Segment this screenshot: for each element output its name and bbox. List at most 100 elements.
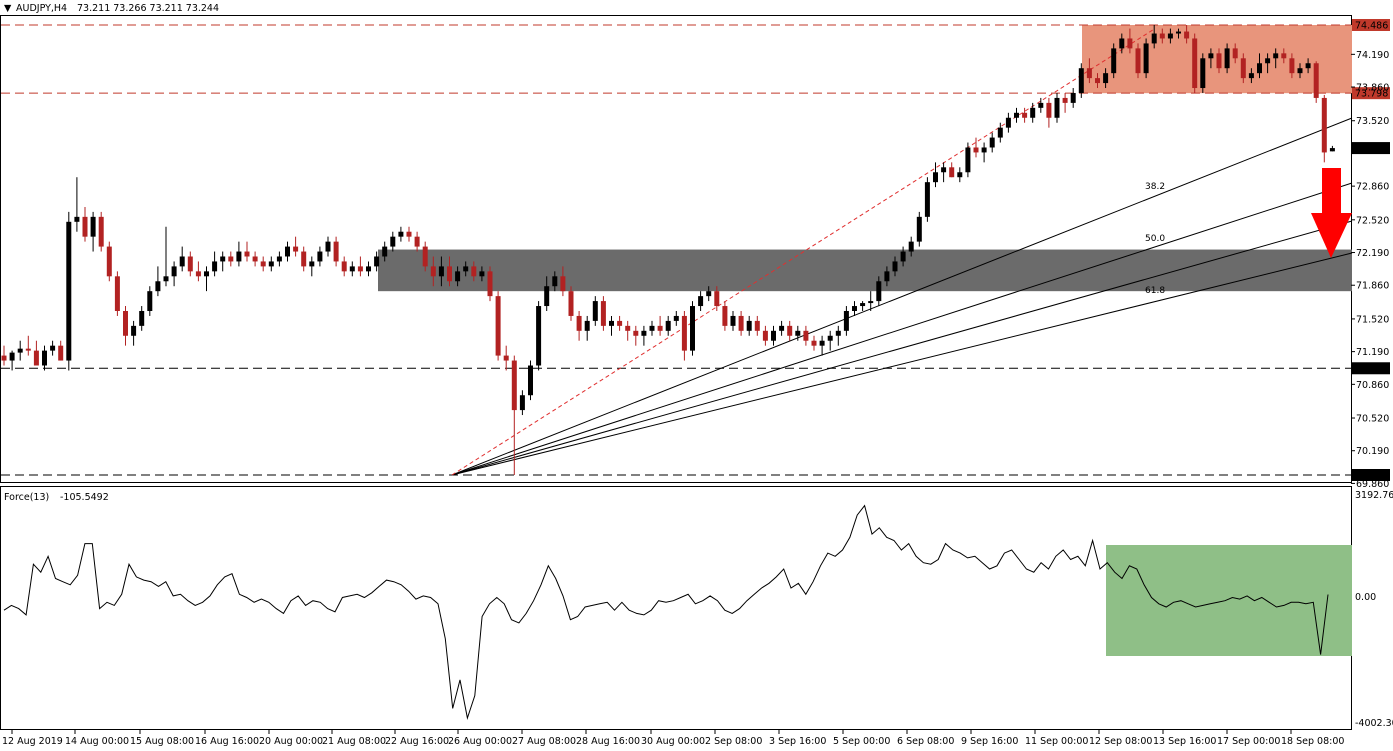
candle — [511, 355, 517, 475]
time-tick-label: 16 Aug 16:00 — [195, 736, 259, 747]
candle — [916, 211, 922, 247]
candle — [933, 162, 938, 188]
candle — [795, 325, 801, 341]
candle — [1038, 97, 1044, 113]
price-axis: 74.190 73.860 73.520 72.860 72.520 72.190 71.8… — [1351, 50, 1389, 490]
candle — [1313, 61, 1319, 103]
candle — [803, 325, 809, 346]
candle — [584, 315, 590, 341]
candle — [106, 241, 112, 282]
candle — [495, 291, 501, 361]
price-tick-label: 73.860 — [1356, 83, 1389, 94]
price-tick-label: 72.860 — [1356, 182, 1389, 193]
price-tick-label: 69.860 — [1356, 479, 1389, 490]
candle — [90, 211, 96, 252]
time-tick-label: 3 Sep 16:00 — [769, 736, 826, 747]
fib-label-382: 38.2 — [1145, 182, 1165, 192]
candle — [1127, 28, 1133, 54]
candle — [1062, 92, 1068, 113]
candle — [1224, 43, 1230, 74]
candle — [1119, 33, 1125, 54]
time-tick-label: 6 Sep 08:00 — [897, 736, 954, 747]
time-tick-label: 28 Aug 16:00 — [576, 736, 640, 747]
candle — [1248, 68, 1254, 84]
candle — [9, 350, 15, 371]
candle — [568, 286, 574, 321]
time-tick-label: 12 Aug 2019 — [2, 736, 63, 747]
candle — [398, 226, 404, 242]
candle — [519, 390, 525, 416]
candle — [382, 241, 388, 262]
candle — [1216, 48, 1222, 74]
candle — [471, 261, 477, 282]
candle — [1159, 28, 1165, 44]
candle — [819, 335, 825, 356]
candle — [641, 325, 647, 346]
candle — [592, 296, 598, 326]
candle — [657, 315, 663, 336]
candle — [1005, 112, 1011, 133]
candle — [609, 315, 614, 336]
force-highlight-zone — [1106, 545, 1352, 656]
candle — [349, 261, 355, 277]
candle — [738, 310, 744, 336]
price-tag-label: 73.244 — [1355, 144, 1388, 155]
price-tag-label: 73.798 — [1355, 89, 1388, 100]
candle — [1192, 33, 1198, 93]
candle — [1184, 25, 1190, 44]
force-line — [3, 504, 1329, 720]
candle — [673, 310, 679, 326]
candle — [1103, 68, 1109, 89]
candle — [762, 325, 768, 346]
candle — [1030, 102, 1036, 123]
force-axis-zero: 0.00 — [1355, 592, 1376, 603]
candle — [163, 226, 169, 287]
candle — [536, 301, 542, 371]
candle — [941, 162, 947, 183]
candle — [1151, 25, 1157, 49]
candle — [1, 345, 7, 366]
candle — [617, 315, 623, 331]
candle — [1086, 58, 1092, 84]
candle — [649, 320, 655, 336]
candle — [503, 345, 509, 371]
candle — [131, 320, 137, 346]
candle — [1289, 53, 1295, 79]
candle — [528, 360, 533, 401]
price-tick-label: 70.520 — [1356, 414, 1389, 425]
candle — [422, 241, 428, 272]
support-zone — [378, 249, 1352, 292]
candle — [1111, 43, 1117, 79]
time-tick-label: 18 Sep 08:00 — [1281, 736, 1344, 747]
candle — [722, 301, 728, 331]
candle — [1022, 107, 1028, 123]
time-tick-label: 20 Aug 00:00 — [259, 736, 323, 747]
candle — [1240, 53, 1246, 84]
price-tick-label: 70.860 — [1356, 380, 1389, 391]
candle — [58, 340, 64, 361]
time-tick-label: 13 Sep 16:00 — [1153, 736, 1216, 747]
price-tag — [1352, 362, 1390, 375]
fan-line — [451, 182, 1353, 476]
candles — [1, 25, 1335, 475]
candle — [1078, 63, 1084, 98]
fan-line — [451, 252, 1353, 476]
candle — [1329, 145, 1335, 152]
candle — [123, 306, 128, 346]
time-tick-label: 22 Aug 16:00 — [385, 736, 449, 747]
price-tick-label: 70.190 — [1356, 446, 1389, 457]
candle — [430, 256, 436, 287]
indicator-label: Force(13) — [4, 492, 49, 503]
candle — [82, 206, 88, 242]
candle — [576, 310, 582, 341]
candle — [390, 231, 396, 252]
price-tick-label: 71.520 — [1356, 314, 1389, 325]
candle — [544, 276, 550, 311]
candle — [981, 142, 987, 163]
candle — [1070, 88, 1076, 108]
price-tag-label: 74.486 — [1355, 21, 1388, 32]
collapse-arrow-icon[interactable]: ▼ — [4, 3, 12, 14]
candle — [1054, 92, 1060, 123]
fibonacci-fan — [451, 28, 1353, 476]
time-tick-label: 15 Aug 08:00 — [130, 736, 194, 747]
